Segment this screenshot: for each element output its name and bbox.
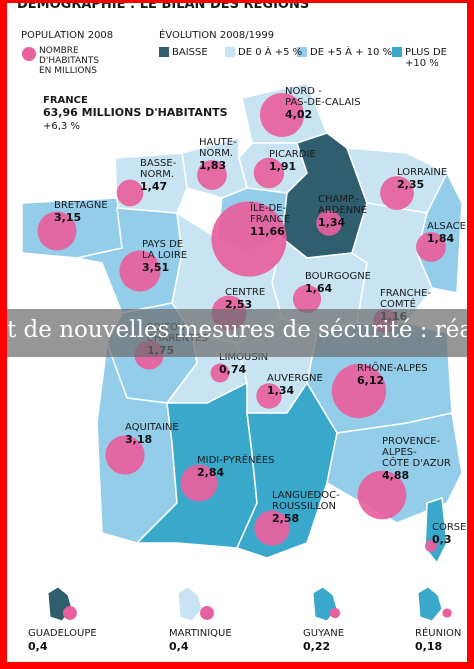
region-name: FRANCHE- COMTÉ [380, 288, 432, 310]
region-population: 1,83 [199, 159, 227, 172]
region-name: CENTRE [225, 287, 266, 298]
evolution-title: ÉVOLUTION 2008/1999 [159, 30, 275, 41]
population-bubble [357, 470, 407, 520]
region-name: BRETAGNE [54, 200, 108, 211]
region-name: NORD - PAS-DE-CALAIS [285, 86, 361, 108]
population-bubble [256, 383, 282, 409]
region-population: 1,91 [269, 160, 297, 173]
region-name: PAYS DE LA LOIRE [142, 239, 188, 261]
france-population: 63,96 MILLIONS D'HABITANTS [43, 106, 228, 119]
overseas-name: GUADELOUPE [28, 628, 97, 639]
legend-swatch [225, 47, 235, 57]
population-bubble [63, 606, 77, 620]
population-bubble [331, 363, 387, 419]
overseas-name: MARTINIQUE [169, 628, 232, 639]
population-bubble [329, 607, 341, 619]
region-name: BOURGOGNE [305, 271, 371, 282]
title: DÉMOGRAPHIE : LE BILAN DES RÉGIONS [17, 0, 310, 12]
population-bubble [105, 435, 145, 475]
overlay-banner: t de nouvelles mesures de sécurité : réa… [7, 309, 474, 357]
region-name: BASSE- NORM. [140, 158, 177, 180]
overseas-population: 0,18 [415, 640, 443, 653]
region-name: AQUITAINE [125, 422, 179, 433]
legend-label: DE +5 À + 10 % [310, 47, 393, 58]
population-bubble [316, 210, 342, 236]
population-bubble [180, 464, 218, 502]
population-title: POPULATION 2008 [21, 30, 114, 41]
population-bubble [211, 201, 287, 277]
region-name: PICARDIE [269, 149, 316, 160]
population-bubble [424, 539, 438, 553]
region-population: 1,84 [427, 232, 455, 245]
region-name: MIDI-PYRÉNÉES [197, 455, 275, 466]
overseas-name: GUYANE [303, 628, 345, 639]
population-bubble [119, 250, 161, 292]
population-bubble [292, 284, 322, 314]
overseas-name: RÉUNION [415, 628, 462, 639]
region-population: 0,74 [219, 363, 247, 376]
region-population: 11,66 [250, 225, 285, 238]
legend-label: PLUS DE +10 % [405, 47, 447, 69]
legend-swatch [159, 47, 169, 57]
population-bubble [200, 606, 214, 620]
overseas-population: 0,4 [169, 640, 189, 653]
population-bubble [442, 608, 452, 618]
legend-swatch [392, 47, 402, 57]
map [21, 47, 463, 622]
population-bubble [254, 510, 290, 546]
region-name: CHAMP.- ARDENNE [318, 194, 368, 216]
region-name: AUVERGNE [267, 373, 323, 384]
overseas-shape [417, 586, 443, 622]
population-bubble [416, 232, 446, 262]
region-population: 3,15 [54, 211, 82, 224]
france-name: FRANCE [43, 95, 88, 106]
population-bubble [210, 363, 230, 383]
region-population: 3,18 [125, 433, 153, 446]
region-population: 2,53 [225, 298, 253, 311]
population-bubble [197, 160, 227, 190]
overseas-shape [177, 586, 203, 622]
legend-bubble [22, 47, 36, 61]
region-population: 1,47 [140, 180, 168, 193]
legend-swatch [297, 47, 307, 57]
population-bubble [259, 92, 305, 138]
region-name: PROVENCE- ALPES- CÔTE D'AZUR [382, 436, 451, 469]
region-name: LORRAINE [397, 167, 448, 178]
overseas-population: 0,22 [303, 640, 331, 653]
population-bubble [37, 211, 77, 251]
region-name: LIMOUSIN [219, 352, 269, 363]
region-population: 6,12 [357, 374, 385, 387]
region-population: 1,64 [305, 282, 333, 295]
legend-label: DE 0 À +5 % [238, 47, 303, 58]
region-name: LANGUEDOC- ROUSSILLON [272, 490, 340, 512]
region-name: RHÔNE-ALPES [357, 363, 428, 374]
population-bubble [116, 179, 144, 207]
region-name: ÎLE-DE- FRANCE [250, 203, 290, 225]
overlay-text: t de nouvelles mesures de sécurité : réa… [7, 317, 474, 343]
region-name: HAUTE- NORM. [199, 137, 237, 159]
france-change: +6,3 % [43, 121, 80, 132]
population-bubble [380, 176, 414, 210]
region-population: 1,34 [318, 216, 346, 229]
population-label: NOMBRE D'HABITANTS EN MILLIONS [39, 46, 100, 76]
region-population: 2,58 [272, 512, 300, 525]
region-population: 2,84 [197, 466, 225, 479]
region-name: ALSACE [427, 221, 466, 232]
region-population: 3,51 [142, 261, 170, 274]
region-population: 0,3 [432, 533, 452, 546]
region-population: 4,02 [285, 108, 313, 121]
region-population: 1,34 [267, 384, 295, 397]
overseas-population: 0,4 [28, 640, 48, 653]
population-bubble [253, 157, 285, 189]
legend-label: BAISSE [172, 47, 208, 58]
region-population: 2,35 [397, 178, 425, 191]
region-population: 4,88 [382, 469, 410, 482]
region-name: CORSE [432, 522, 467, 533]
